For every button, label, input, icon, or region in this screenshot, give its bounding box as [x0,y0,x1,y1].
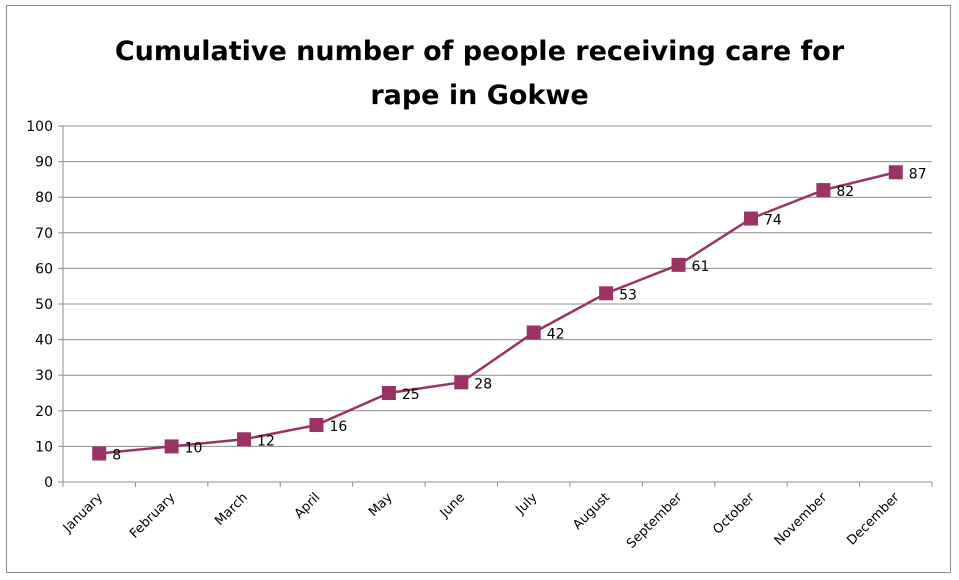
y-tick-label: 50 [35,297,53,313]
x-tick-label: February [127,490,179,542]
data-point [671,257,686,272]
data-label: 74 [764,213,782,229]
data-label: 61 [692,259,710,275]
data-label: 16 [329,419,347,435]
series-line [99,171,897,455]
x-tick-label: November [772,490,831,549]
y-tick-label: 70 [35,226,53,242]
y-tick-label: 90 [35,155,53,171]
data-label: 82 [836,184,854,200]
chart-title-line-1: Cumulative number of people receiving ca… [114,36,845,67]
y-tick-label: 0 [44,475,53,491]
x-tick-label: December [844,490,903,549]
x-tick-label: July [513,490,541,518]
y-tick-label: 30 [35,368,53,384]
x-tick-label: August [570,490,613,533]
data-label: 25 [402,387,420,403]
data-point [164,439,179,454]
x-tick-label: March [212,490,251,529]
data-label: 12 [257,433,275,449]
chart-frame [6,5,951,573]
data-label: 28 [474,376,492,392]
data-label: 8 [112,448,121,464]
data-point [237,432,252,447]
y-tick-label: 40 [35,333,53,349]
chart-title-line-2: rape in Gokwe [370,80,589,111]
data-point [599,286,614,301]
x-tick-label: October [710,490,758,538]
data-point [888,165,903,180]
y-tick-label: 80 [35,190,53,206]
data-point [309,418,324,433]
data-point [816,183,831,198]
data-point [743,211,758,226]
x-tick-label: June [437,490,468,521]
data-label: 10 [185,440,203,456]
y-tick-label: 10 [35,439,53,455]
data-point [92,446,107,461]
y-tick-label: 20 [35,404,53,420]
data-label: 53 [619,287,637,303]
data-label: 42 [547,326,565,342]
x-tick-label: May [366,490,396,520]
chart-title: Cumulative number of people receiving ca… [0,30,959,118]
data-point [526,325,541,340]
data-point [454,375,469,390]
x-tick-label: April [292,490,324,522]
y-tick-label: 100 [26,119,53,135]
x-tick-label: January [60,490,106,536]
data-label: 87 [909,166,927,182]
data-point [381,386,396,400]
x-tick-label: September [624,490,686,552]
y-tick-label: 60 [35,261,53,277]
